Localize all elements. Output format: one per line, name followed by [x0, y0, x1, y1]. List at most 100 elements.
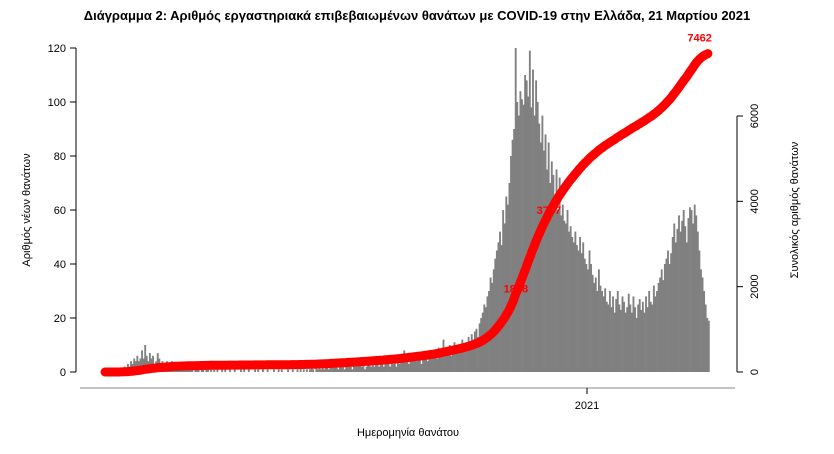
bar: [593, 282, 596, 372]
bar: [492, 269, 495, 372]
bar: [651, 304, 654, 372]
bar: [156, 353, 159, 372]
bar: [596, 291, 599, 372]
bar: [656, 291, 658, 372]
bar: [505, 196, 508, 372]
bar: [445, 347, 448, 372]
bar: [667, 250, 669, 372]
bar: [280, 369, 283, 372]
bar: [433, 355, 435, 372]
bar: [316, 369, 319, 372]
bar: [549, 183, 552, 372]
bar: [384, 358, 387, 372]
bar: [511, 139, 514, 372]
bar: [342, 363, 344, 372]
y-tick-label: 20: [54, 313, 66, 325]
bar: [426, 361, 429, 372]
bar: [585, 264, 588, 372]
bar: [337, 369, 340, 372]
bar: [621, 296, 624, 372]
bar: [615, 299, 618, 372]
bar: [522, 104, 525, 372]
bar: [425, 353, 428, 372]
bar: [547, 142, 550, 372]
bar: [417, 355, 420, 372]
y-tick-label: 120: [48, 43, 66, 55]
y2-tick-label: 6000: [749, 104, 761, 128]
bar: [693, 204, 696, 372]
bar: [662, 280, 665, 372]
y2-tick-label: 2000: [749, 274, 761, 298]
bar: [439, 355, 442, 372]
bar: [210, 369, 213, 372]
bar: [597, 269, 600, 372]
bar: [544, 134, 547, 372]
bar: [682, 210, 685, 372]
bar: [645, 296, 647, 372]
bar: [368, 361, 371, 372]
bar: [447, 350, 450, 372]
bar: [359, 361, 362, 372]
bar: [671, 237, 674, 372]
bar: [626, 307, 629, 372]
y-tick-label: 100: [48, 97, 66, 109]
bar: [704, 304, 707, 372]
bar: [678, 215, 680, 372]
bar: [624, 312, 627, 372]
bar: [546, 169, 549, 372]
bar: [579, 237, 582, 372]
bar: [657, 282, 660, 372]
bar: [414, 353, 417, 372]
bar: [637, 304, 640, 372]
bar: [698, 250, 701, 372]
bar: [588, 250, 591, 372]
bar: [277, 369, 280, 372]
bar: [419, 358, 421, 372]
bar: [530, 107, 533, 373]
bar: [448, 345, 451, 372]
bar: [207, 369, 209, 372]
bar: [451, 347, 454, 372]
bar: [357, 363, 360, 372]
bar: [469, 345, 472, 372]
bar: [455, 350, 457, 372]
bar: [360, 366, 363, 372]
bar: [601, 291, 603, 372]
bar: [627, 293, 630, 372]
bar: [576, 245, 578, 372]
bar: [348, 363, 351, 372]
bar: [470, 334, 473, 372]
bar: [618, 304, 621, 372]
bar: [532, 69, 534, 372]
bar: [373, 366, 376, 372]
bar: [502, 210, 505, 372]
x-tick-label: 2021: [575, 400, 599, 412]
bar: [240, 369, 242, 372]
bar: [327, 369, 330, 372]
bar: [412, 358, 415, 372]
bar: [674, 242, 677, 372]
bar: [646, 307, 649, 372]
bar: [563, 220, 566, 372]
chart-title: Διάγραμμα 2: Αριθμός εργαστηριακά επιβεβ…: [83, 8, 751, 23]
bar: [233, 369, 236, 372]
bar: [516, 102, 519, 372]
bar: [557, 210, 560, 372]
bar: [513, 129, 516, 372]
bar: [649, 301, 652, 372]
bar: [475, 328, 478, 372]
bar: [652, 285, 655, 372]
bar: [461, 339, 464, 372]
bar: [324, 366, 327, 372]
bar: [331, 363, 333, 372]
bar: [535, 80, 538, 373]
bar: [310, 366, 313, 372]
bar: [528, 50, 531, 372]
bar: [659, 277, 662, 372]
bar: [497, 242, 500, 372]
bar: [458, 353, 461, 372]
bar: [459, 347, 462, 372]
bar: [379, 361, 382, 372]
bar: [495, 250, 498, 372]
bar: [353, 363, 355, 372]
